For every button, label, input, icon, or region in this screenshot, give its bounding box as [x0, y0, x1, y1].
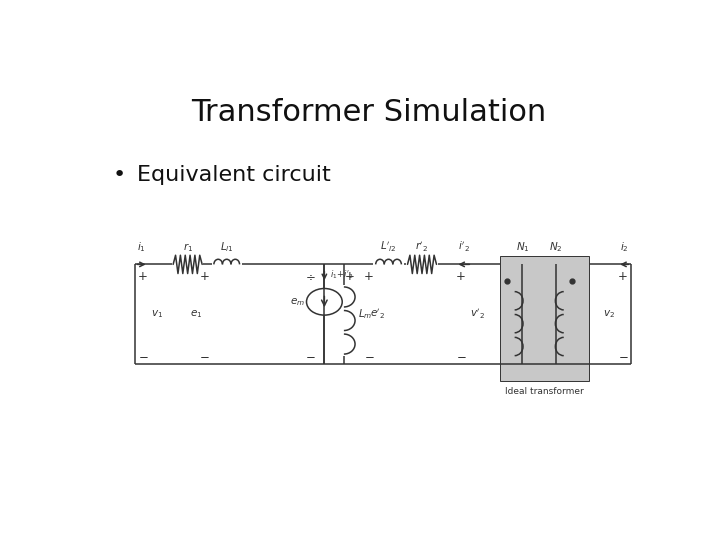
Text: $-$: $-$ — [364, 349, 374, 362]
Text: $v_2$: $v_2$ — [603, 308, 615, 320]
Text: $i'_2$: $i'_2$ — [459, 240, 470, 254]
Text: $v'_2$: $v'_2$ — [470, 307, 485, 321]
Text: $e_m$: $e_m$ — [290, 296, 305, 308]
Text: $i_1{+}i'_2$: $i_1{+}i'_2$ — [330, 268, 354, 281]
Text: +: + — [618, 271, 628, 284]
Text: $L'_{l2}$: $L'_{l2}$ — [380, 240, 397, 254]
Text: •: • — [112, 165, 125, 185]
Text: $i_2$: $i_2$ — [620, 240, 629, 254]
Text: +: + — [364, 271, 374, 284]
Text: +: + — [345, 271, 354, 284]
Text: $e'_2$: $e'_2$ — [370, 307, 385, 321]
Text: $-$: $-$ — [305, 349, 315, 362]
Text: $-$: $-$ — [138, 349, 148, 362]
Bar — [500, 256, 590, 381]
Text: $r'_2$: $r'_2$ — [415, 240, 428, 254]
Text: +: + — [456, 271, 466, 284]
Text: Transformer Simulation: Transformer Simulation — [192, 98, 546, 127]
Text: $-$: $-$ — [618, 349, 628, 362]
Text: $\div$: $\div$ — [305, 271, 316, 284]
Text: $e_1$: $e_1$ — [190, 308, 202, 320]
Text: $-$: $-$ — [456, 349, 467, 362]
Text: $N_2$: $N_2$ — [549, 240, 563, 254]
Text: $L_m$: $L_m$ — [358, 307, 372, 321]
Text: +: + — [138, 271, 148, 284]
Text: $r_1$: $r_1$ — [183, 241, 193, 254]
Text: $i_1$: $i_1$ — [138, 240, 146, 254]
Text: Equivalent circuit: Equivalent circuit — [138, 165, 331, 185]
Text: $N_1$: $N_1$ — [516, 240, 529, 254]
Text: +: + — [199, 271, 210, 284]
Text: $L_{l1}$: $L_{l1}$ — [220, 240, 233, 254]
Text: $v_1$: $v_1$ — [151, 308, 163, 320]
Text: Ideal transformer: Ideal transformer — [505, 387, 584, 396]
Text: $-$: $-$ — [199, 349, 210, 362]
